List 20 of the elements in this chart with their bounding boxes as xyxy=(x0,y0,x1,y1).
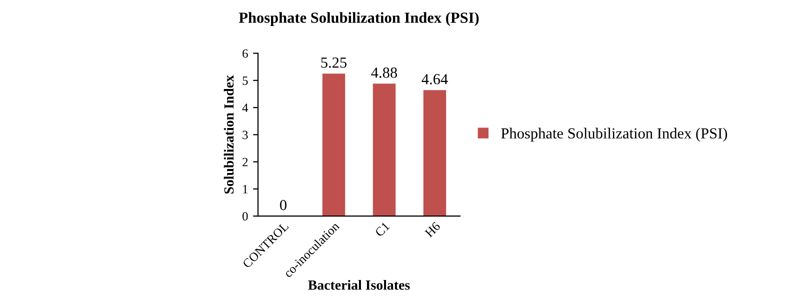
data-label: 4.88 xyxy=(371,67,398,78)
y-tick-label: 0 xyxy=(242,212,248,221)
data-label: 0 xyxy=(280,200,286,210)
data-label: 5.25 xyxy=(321,57,347,68)
data-label: 4.64 xyxy=(422,74,448,84)
chart-title: Phosphate Solubilization Index (PSI) xyxy=(238,12,479,26)
x-tick-label: H6 xyxy=(424,221,441,238)
bar xyxy=(423,90,446,216)
x-tick-label: C1 xyxy=(374,222,390,238)
bar xyxy=(322,74,346,216)
x-axis-title: Bacterial Isolates xyxy=(308,280,410,290)
bar xyxy=(372,84,396,216)
y-tick-label: 5 xyxy=(242,76,248,85)
y-tick-label: 1 xyxy=(243,185,248,194)
y-axis-title: Solubilization Index xyxy=(224,75,234,194)
y-tick-label: 4 xyxy=(242,104,248,112)
y-tick-label: 6 xyxy=(242,49,248,58)
y-tick-label: 3 xyxy=(242,130,248,140)
y-tick-label: 2 xyxy=(242,158,248,166)
legend-label: Phosphate Solubilization Index (PSI) xyxy=(501,128,728,142)
